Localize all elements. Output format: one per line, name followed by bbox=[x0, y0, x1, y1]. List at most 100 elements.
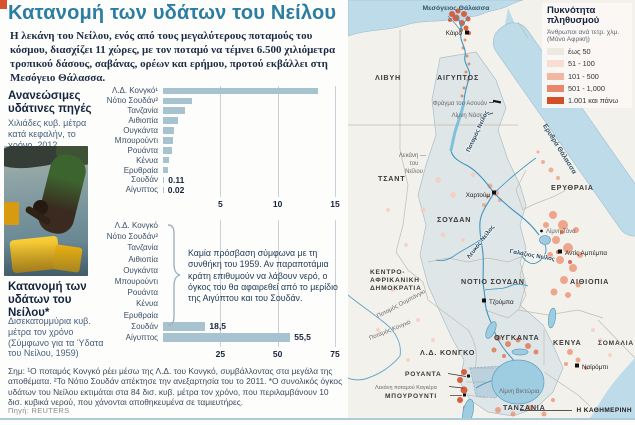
chart-row: Ρουάντα bbox=[90, 287, 346, 298]
pointer-lines bbox=[447, 102, 494, 396]
chart-row: Σουδάν 0.11 bbox=[90, 175, 346, 185]
map-label-uganda: ΟΥΓΚΑΝΤΑ bbox=[494, 333, 540, 342]
legend-subtitle: Άνθρωποι ανά τετρ. χλμ. (Μόνο Αφρική) bbox=[547, 28, 620, 44]
chart-row: Νότιο Σουδάν² bbox=[90, 96, 346, 106]
category-label: Μπουρούντι bbox=[114, 135, 158, 145]
nairobi-marker bbox=[575, 363, 579, 368]
population-density-legend: Πυκνότητα πληθυσμού Άνθρωποι ανά τετρ. χ… bbox=[542, 3, 632, 108]
bar bbox=[163, 147, 173, 154]
photo-water-jerrycan bbox=[4, 146, 88, 276]
brace-shape bbox=[167, 224, 181, 326]
legend-swatch bbox=[547, 72, 564, 80]
photo-shade bbox=[4, 242, 88, 276]
category-label: Αιθιοπία bbox=[128, 254, 158, 264]
category-label: Νότιο Σουδάν² bbox=[106, 232, 158, 242]
legend-swatch bbox=[547, 84, 564, 92]
category-label: Κένυα bbox=[136, 299, 158, 309]
density-ethiopia bbox=[495, 211, 588, 417]
map-label-aswan-dam: Φράγμα του Ασουάν bbox=[433, 100, 487, 107]
category-label: Τανζανία bbox=[127, 106, 158, 116]
legend-item: 501 - 1,000 bbox=[547, 84, 632, 93]
value-label: 55,5 bbox=[294, 332, 311, 343]
chart-row: Ερυθραία bbox=[90, 310, 346, 321]
legend-item: 51 - 100 bbox=[547, 59, 632, 68]
gridline-50 bbox=[277, 220, 279, 347]
chart-row: Ρουάντα bbox=[90, 145, 346, 155]
legend-item: έως 50 bbox=[547, 47, 632, 56]
category-label: Σουδάν bbox=[131, 175, 158, 185]
legend-item: 1.001 και πάνω bbox=[547, 96, 632, 105]
axis-tick-15: 15 bbox=[330, 199, 340, 209]
city-markers bbox=[463, 30, 579, 397]
bar bbox=[163, 127, 175, 134]
category-label: Μπουρούντι bbox=[114, 277, 158, 287]
chart-row: Ουγκάντα bbox=[90, 126, 346, 136]
legend-swatch bbox=[547, 96, 564, 104]
value-label: 0.11 bbox=[168, 174, 185, 185]
map-label-rwanda: ΡΟΥΑΝΤΑ bbox=[405, 371, 442, 378]
legend-swatch bbox=[547, 60, 564, 68]
source-credit: Πηγή: REUTERS bbox=[8, 406, 70, 415]
map-label-nile-basin-2: του bbox=[410, 161, 419, 167]
map-label-khartoum: Χαρτούμ bbox=[466, 191, 491, 199]
map-label-nile-basin-1: Λεκάνη — bbox=[399, 152, 426, 159]
map-label-addis: Αντίς Αμπέμπα bbox=[565, 249, 607, 257]
chart2-heading: Κατανομή των υδάτων του Νείλου* bbox=[8, 281, 87, 320]
gridline-5 bbox=[220, 86, 222, 197]
map-label-tanzania: ΤΑΝΖΑΝΙΑ bbox=[503, 403, 546, 412]
chart-row: Μπουρούντι bbox=[90, 276, 346, 287]
chart-row: Αιθιοπία bbox=[90, 254, 346, 265]
chart-row: Νότιο Σουδάν² bbox=[90, 231, 346, 242]
corner-mark bbox=[0, 0, 7, 9]
category-label: Ρουάντα bbox=[127, 145, 158, 155]
legend-swatch bbox=[547, 48, 564, 56]
aswan-dam-marker bbox=[492, 99, 502, 104]
axis-tick-50: 50 bbox=[272, 349, 283, 359]
addis-marker bbox=[558, 249, 562, 254]
category-label: Αιθιοπία bbox=[128, 116, 158, 126]
credit-rule bbox=[520, 410, 573, 411]
map-label-kenya: ΚΕΝΥΑ bbox=[553, 338, 582, 347]
khartoum-marker bbox=[492, 190, 496, 195]
map-label-sudan: ΣΟΥΔΑΝ bbox=[437, 215, 471, 224]
category-label: Σουδάν bbox=[131, 321, 158, 331]
chart1-heading: Ανανεώσιμες υδάτινες πηγές bbox=[8, 90, 92, 116]
chart-row: Λ.Δ. Κονγκό¹ bbox=[90, 86, 346, 96]
chart-row: Ουγκάντα bbox=[90, 265, 346, 276]
map-label-car-3: ΔΗΜΟΚΡΑΤΙΑ bbox=[370, 285, 422, 292]
category-label: Αίγυπτος bbox=[125, 185, 158, 195]
map-label-libya: ΛΙΒΥΗ bbox=[375, 73, 401, 82]
category-label: Ουγκάντα bbox=[123, 126, 158, 135]
category-label: Ερυθραία bbox=[123, 165, 158, 175]
map-label-lake-nasser: Λίμνη Νάσερ bbox=[452, 112, 487, 119]
page-title: Κατανομή των υδάτων του Νείλου bbox=[8, 2, 337, 24]
map-label-chad: ΤΣΑΝΤ bbox=[378, 174, 405, 183]
bar bbox=[163, 333, 291, 342]
nile-basin-area bbox=[417, 51, 564, 417]
burundi-marker bbox=[463, 393, 466, 397]
chart-row: Αίγυπτος 0.02 bbox=[90, 185, 346, 195]
axis-tick-10: 10 bbox=[272, 199, 283, 209]
juba-marker bbox=[482, 298, 486, 303]
map-label-dr-congo: Λ.Δ. ΚΟΝΓΚΟ bbox=[420, 348, 475, 357]
bar bbox=[163, 166, 169, 174]
indian-ocean-corner bbox=[589, 358, 635, 418]
map-label-somalia: ΣΟΜΑΛΙΑ bbox=[598, 340, 634, 347]
map-label-lake-victoria: Λίμνη Βικτώρια bbox=[499, 389, 540, 395]
red-sea bbox=[492, 8, 635, 237]
value-label: 18,5 bbox=[209, 321, 226, 332]
gridline-25 bbox=[220, 220, 222, 347]
axis-tick-5: 5 bbox=[217, 199, 223, 209]
bar bbox=[163, 137, 174, 144]
category-label: Τανζανία bbox=[127, 243, 158, 253]
category-label: Νότιο Σουδάν² bbox=[106, 96, 158, 106]
map-label-congo-river: Ποταμός Κονγκό bbox=[368, 319, 412, 342]
map-label-south-sudan: ΝΟΤΙΟ ΣΟΥΔΑΝ bbox=[461, 277, 525, 286]
map-label-juba: Τζούμπα bbox=[489, 298, 514, 306]
axis-tick-25: 25 bbox=[215, 349, 226, 359]
lakes bbox=[449, 100, 557, 418]
density-uganda bbox=[491, 335, 539, 358]
bar bbox=[163, 186, 164, 194]
map-label-kagera-basin: Λεκάνη ποταμού Καγκέρα bbox=[375, 384, 437, 391]
